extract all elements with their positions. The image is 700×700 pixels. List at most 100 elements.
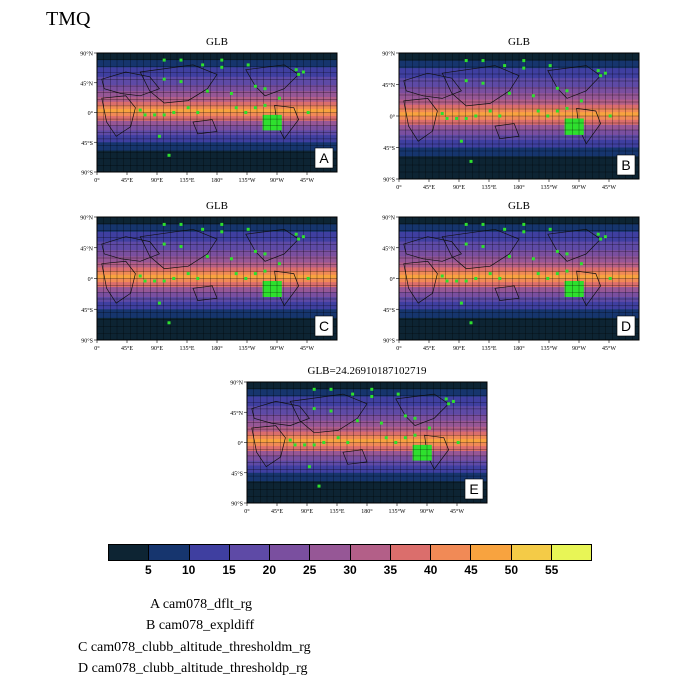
grid-marker — [143, 279, 147, 283]
grid-marker — [201, 63, 205, 67]
grid-marker — [599, 237, 603, 241]
coastline — [101, 95, 136, 137]
lon-tick-label: 45°E — [271, 508, 283, 515]
grid-marker — [469, 321, 473, 325]
lat-tick-label: 90°S — [81, 170, 93, 177]
colorbar-swatch — [189, 545, 230, 560]
grid-marker — [481, 245, 485, 248]
grid-marker — [306, 277, 310, 280]
grid-marker — [464, 59, 468, 63]
highlight-block — [412, 444, 432, 461]
colorbar-swatch — [109, 545, 150, 560]
coastline — [403, 98, 438, 142]
grid-marker — [370, 387, 374, 391]
lon-tick-label: 0° — [244, 508, 250, 515]
lon-tick-label: 90°W — [420, 508, 434, 515]
lat-tick-label: 90°S — [383, 177, 395, 184]
grid-marker — [220, 222, 224, 226]
grid-marker — [303, 443, 307, 447]
grid-marker — [162, 222, 166, 226]
grid-marker — [234, 106, 238, 110]
grid-marker — [162, 58, 166, 62]
grid-marker — [263, 269, 267, 273]
grid-marker — [179, 80, 183, 84]
grid-marker — [488, 272, 492, 276]
grid-marker — [522, 59, 526, 63]
lat-tick-label: 45°S — [383, 307, 395, 314]
grid-marker — [555, 249, 559, 253]
grid-marker — [220, 230, 224, 234]
grid-marker — [379, 421, 383, 425]
grid-marker — [565, 269, 569, 273]
grid-marker — [481, 59, 485, 63]
grid-marker — [205, 89, 209, 93]
colorbar-label: 25 — [302, 563, 317, 577]
map-panel-e: E90°N45°N0°45°S90°S0° 45°E 90°E 135°E 180° 13… — [230, 380, 488, 515]
grid-marker — [396, 392, 400, 396]
grid-marker — [440, 274, 444, 278]
grid-marker — [548, 227, 552, 231]
grid-marker — [329, 409, 333, 413]
grid-marker — [596, 69, 600, 73]
lon-tick-label: 135°E — [481, 345, 496, 352]
grid-marker — [263, 103, 267, 107]
lat-tick-label: 45°N — [230, 410, 243, 417]
legend-entry-d: D cam078_clubb_altitude_thresholdp_rg — [78, 661, 308, 676]
lat-tick-label: 0° — [88, 276, 94, 283]
lon-tick-label: 45°E — [121, 345, 133, 352]
grid-marker — [317, 484, 321, 488]
grid-marker — [531, 257, 535, 261]
lon-tick-label: 180° — [513, 345, 525, 352]
grid-marker — [481, 222, 485, 226]
grid-marker — [162, 113, 166, 117]
colorbar — [108, 544, 592, 561]
lat-tick-label: 0° — [390, 276, 396, 283]
grid-marker — [474, 114, 478, 118]
lon-tick-label: 0° — [94, 345, 100, 352]
grid-marker — [172, 277, 176, 280]
grid-marker — [246, 63, 250, 67]
grid-marker — [162, 279, 166, 283]
grid-marker — [186, 272, 190, 276]
panel-letter: D — [621, 318, 631, 334]
panel-letter: B — [621, 157, 630, 173]
grid-marker — [196, 277, 200, 280]
grid-marker — [498, 277, 502, 280]
lon-tick-label: 45°E — [423, 345, 435, 352]
panel-letter: C — [319, 318, 329, 334]
lon-tick-label: 45°W — [602, 184, 616, 191]
colorbar-swatch — [350, 545, 391, 560]
grid-marker — [536, 109, 540, 113]
panel-title-c: GLB — [206, 200, 228, 212]
grid-marker — [522, 66, 526, 70]
lat-tick-label: 0° — [88, 110, 94, 117]
grid-marker — [293, 443, 297, 447]
grid-marker — [244, 111, 248, 114]
grid-marker — [294, 232, 298, 236]
lat-tick-label: 0° — [390, 114, 396, 121]
grid-marker — [138, 274, 142, 278]
lon-tick-label: 135°W — [238, 177, 255, 184]
highlight-block — [262, 281, 282, 297]
grid-marker — [531, 94, 535, 98]
grid-marker — [355, 419, 359, 423]
lat-tick-label: 90°N — [382, 51, 395, 58]
lat-tick-label: 45°S — [383, 145, 395, 152]
lat-tick-label: 0° — [238, 440, 244, 447]
lon-tick-label: 90°E — [301, 508, 313, 515]
lon-tick-label: 135°E — [481, 184, 496, 191]
grid-marker — [413, 416, 417, 420]
lat-tick-label: 90°S — [383, 338, 395, 345]
colorbar-swatch — [431, 545, 472, 560]
grid-marker — [312, 443, 316, 447]
lat-tick-label: 45°N — [382, 82, 395, 89]
colorbar-label: 40 — [423, 563, 438, 577]
grid-marker — [455, 279, 459, 283]
grid-marker — [263, 87, 267, 91]
panel-title-b: GLB — [508, 36, 530, 48]
grid-marker — [246, 227, 250, 231]
lon-tick-label: 135°W — [540, 184, 557, 191]
grid-marker — [220, 58, 224, 62]
grid-marker — [481, 81, 485, 85]
grid-marker — [464, 242, 468, 246]
